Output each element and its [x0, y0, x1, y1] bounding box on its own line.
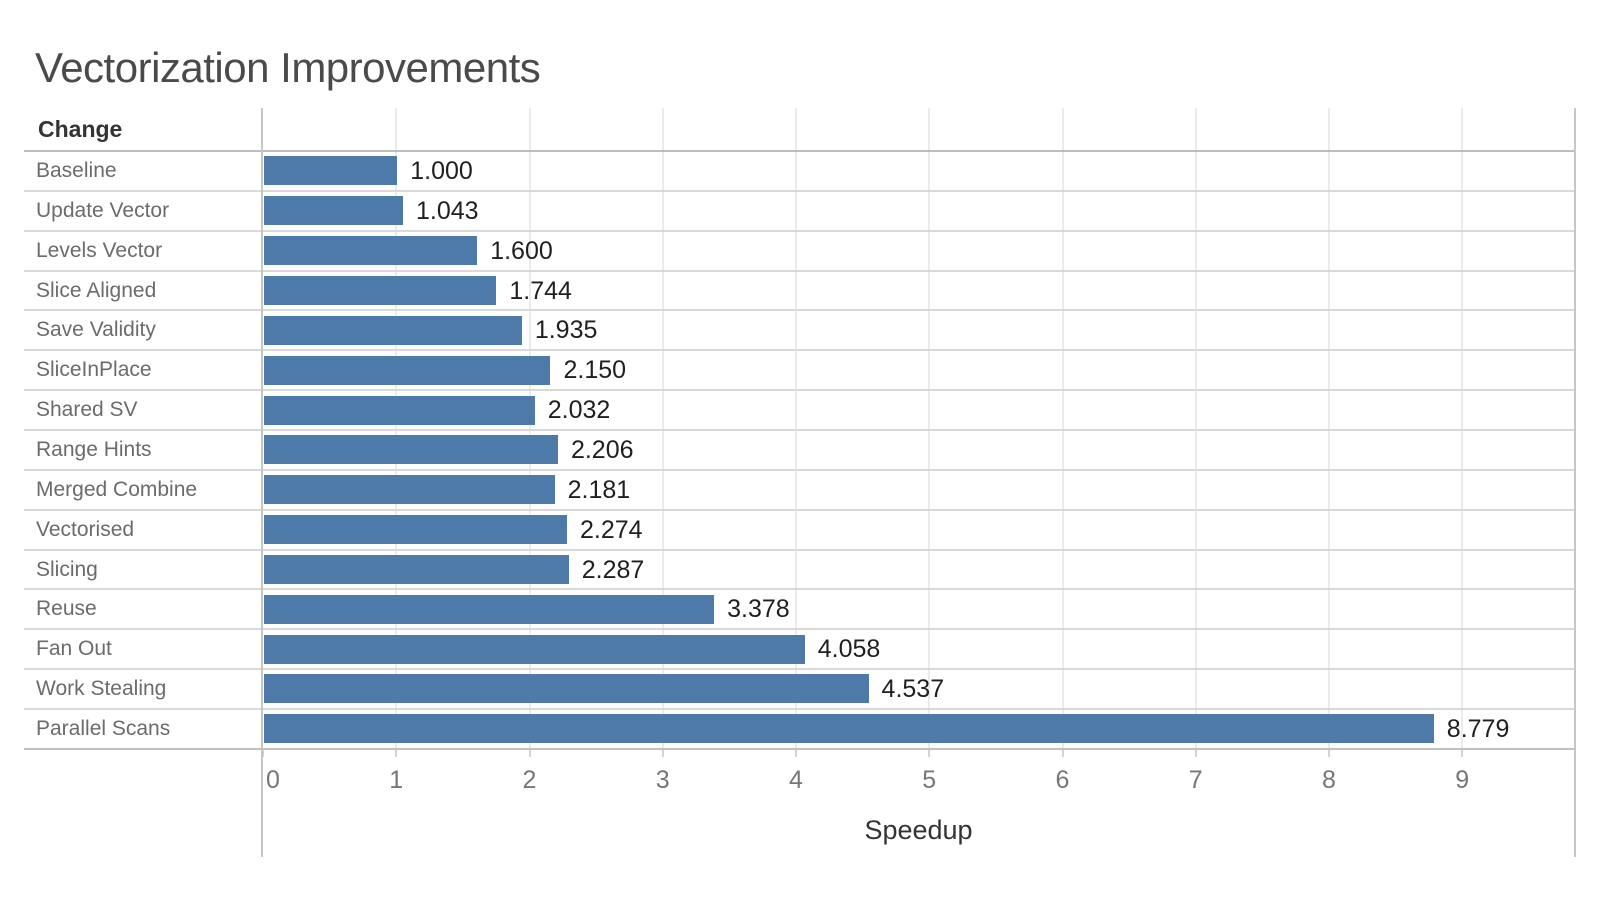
axis-tick: [262, 748, 264, 757]
bar-value-label: 1.935: [534, 316, 598, 345]
axis-line: [24, 747, 1574, 750]
row-label: Range Hints: [36, 437, 152, 461]
x-tick-label: 3: [655, 766, 670, 794]
row-label: Slice Aligned: [36, 278, 157, 302]
x-tick-label: 1: [389, 766, 404, 794]
bar-value-label: 3.378: [727, 595, 790, 624]
bar-value-label: 8.779: [1446, 714, 1510, 743]
row-label: Slicing: [36, 557, 98, 581]
row-separator: [24, 389, 1574, 392]
x-tick-label: 8: [1322, 766, 1336, 794]
row-separator: [24, 668, 1574, 671]
bar[interactable]: [264, 554, 569, 584]
axis-tick: [661, 748, 664, 757]
bar[interactable]: [264, 674, 869, 704]
column-header-change: Change: [38, 116, 123, 142]
bar-value-label: 4.058: [817, 635, 881, 664]
right-plot-border: [1574, 108, 1576, 857]
row-separator: [24, 508, 1574, 511]
gridline: [661, 108, 664, 749]
bar[interactable]: [264, 355, 551, 385]
row-separator: [24, 309, 1574, 312]
gridline: [395, 108, 398, 749]
bar-value-label: 1.000: [410, 157, 473, 185]
row-label: Work Stealing: [36, 677, 167, 701]
x-tick-label: 6: [1055, 766, 1070, 794]
bar-value-label: 2.032: [547, 396, 611, 425]
row-label: Baseline: [36, 159, 117, 182]
x-axis-title: Speedup: [864, 815, 973, 845]
row-label: Merged Combine: [36, 477, 198, 501]
chart-title: Vectorization Improvements: [35, 44, 541, 91]
bar-value-label: 2.150: [563, 356, 627, 385]
gridline: [1461, 108, 1464, 749]
axis-tick: [528, 748, 531, 757]
bar-value-label: 1.043: [415, 196, 479, 225]
row-separator: [24, 269, 1574, 272]
gridline: [1328, 108, 1330, 749]
bar-value-label: 1.744: [509, 276, 572, 305]
row-label: Parallel Scans: [36, 716, 171, 740]
x-tick-label: 7: [1188, 766, 1203, 794]
gridline: [795, 108, 797, 749]
row-label: Shared SV: [36, 398, 138, 422]
left-plot-border: [261, 108, 263, 857]
bar[interactable]: [264, 315, 522, 345]
row-label: SliceInPlace: [36, 358, 152, 382]
bar[interactable]: [264, 196, 403, 226]
gridline: [928, 108, 931, 749]
x-tick-label: 0: [266, 766, 280, 794]
x-tick-label: 2: [522, 766, 537, 794]
bar[interactable]: [264, 156, 398, 186]
bar-value-label: 2.181: [567, 475, 631, 504]
bar[interactable]: [264, 634, 805, 664]
axis-tick: [1328, 748, 1330, 757]
bar-value-label: 2.274: [580, 515, 643, 544]
row-separator: [24, 229, 1574, 232]
axis-tick: [1061, 748, 1064, 757]
row-separator: [24, 628, 1574, 631]
row-separator: [24, 349, 1574, 352]
bar[interactable]: [264, 515, 567, 545]
row-label: Save Validity: [36, 318, 156, 342]
axis-tick: [1194, 748, 1197, 757]
bar[interactable]: [264, 714, 1434, 744]
axis-tick: [395, 748, 398, 757]
row-separator: [24, 548, 1574, 551]
gridline: [1061, 108, 1064, 749]
gridline: [528, 108, 531, 749]
row-separator: [24, 707, 1574, 710]
axis-tick: [928, 748, 931, 757]
row-label: Fan Out: [36, 637, 112, 661]
bar[interactable]: [264, 275, 497, 305]
x-tick-label: 9: [1455, 766, 1470, 794]
row-separator: [24, 468, 1574, 471]
bar[interactable]: [264, 475, 555, 505]
x-tick-label: 5: [922, 766, 937, 794]
bar[interactable]: [264, 435, 558, 465]
x-tick-label: 4: [789, 766, 803, 794]
bar-value-label: 1.600: [490, 236, 553, 265]
bar[interactable]: [264, 395, 535, 425]
header-underline: [24, 150, 1574, 152]
axis-tick: [795, 748, 797, 757]
row-label: Reuse: [36, 597, 97, 621]
axis-tick: [1461, 748, 1464, 757]
row-label: Vectorised: [36, 517, 135, 541]
row-separator: [24, 588, 1574, 591]
bar-value-label: 2.287: [581, 555, 645, 584]
bar-value-label: 4.537: [881, 675, 945, 704]
row-label: Update Vector: [36, 198, 170, 222]
bar[interactable]: [264, 594, 715, 624]
bar-value-label: 2.206: [570, 435, 634, 464]
row-separator: [24, 428, 1574, 431]
gridline: [1194, 108, 1197, 749]
row-label: Levels Vector: [36, 238, 163, 262]
bar[interactable]: [264, 236, 478, 266]
row-separator: [24, 189, 1574, 192]
